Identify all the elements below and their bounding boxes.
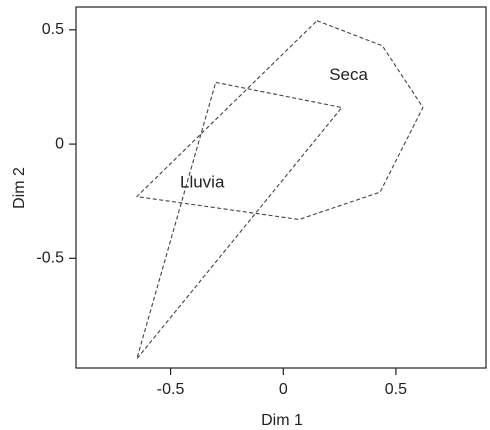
- y-axis-title: Dim 2: [11, 167, 28, 209]
- x-tick-label: 0: [279, 381, 288, 398]
- y-axis: 0.5 0 -0.5: [36, 21, 76, 267]
- x-tick-label: 0.5: [385, 381, 407, 398]
- x-tick-label: -0.5: [157, 381, 185, 398]
- group-labels-layer: Seca Lluvia: [180, 65, 369, 191]
- y-tick-label: 0: [55, 135, 64, 152]
- y-tick-label: 0.5: [42, 21, 64, 38]
- group-label-seca: Seca: [329, 65, 368, 84]
- hulls-layer: [136, 20, 424, 360]
- x-axis-title: Dim 1: [261, 412, 303, 429]
- hull-seca: [136, 20, 424, 221]
- group-label-lluvia: Lluvia: [180, 172, 225, 191]
- plot-frame: [75, 6, 487, 369]
- hull-lluvia: [136, 81, 343, 360]
- x-axis: -0.5 0 0.5: [157, 368, 407, 398]
- y-tick-label: -0.5: [36, 250, 64, 267]
